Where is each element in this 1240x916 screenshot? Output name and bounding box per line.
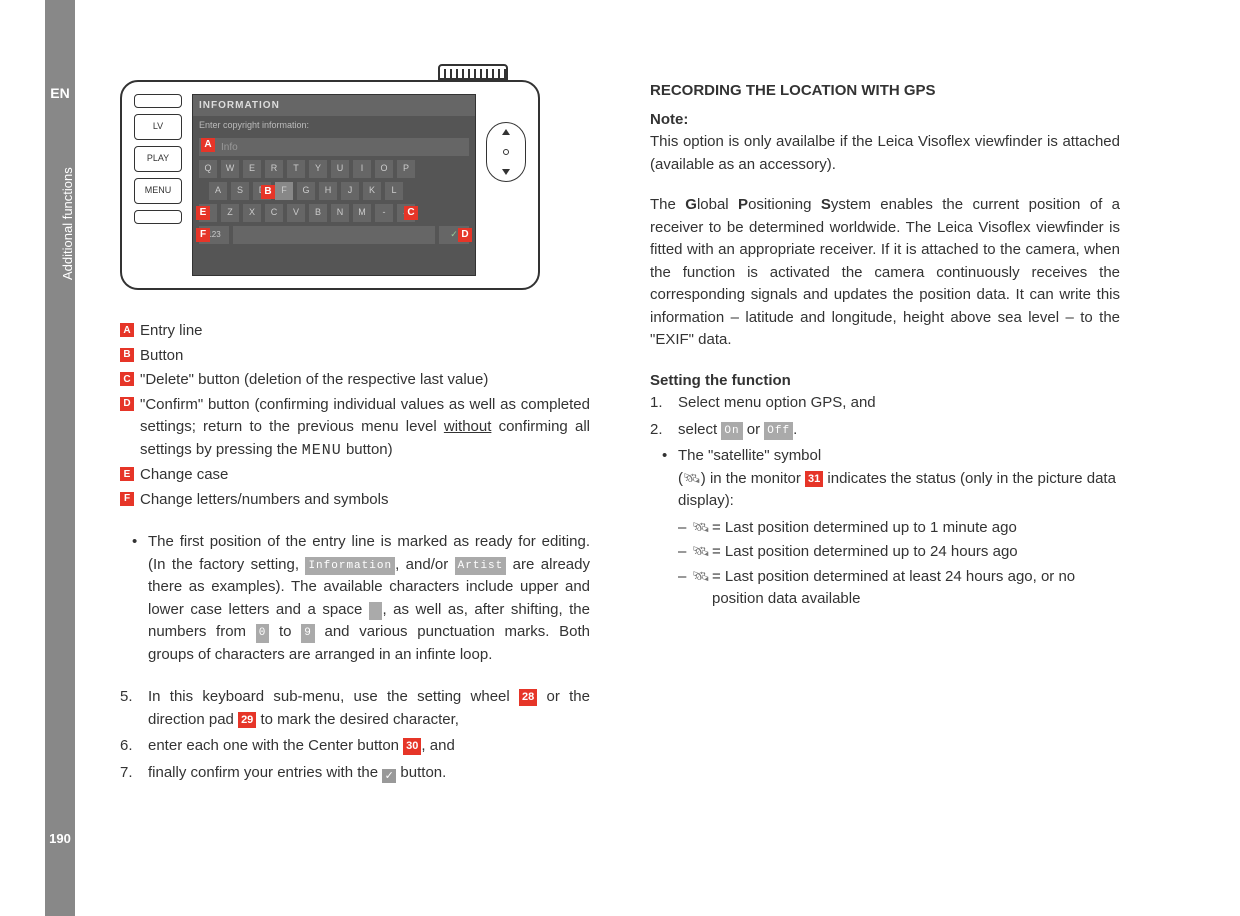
step-7: 7.finally confirm your entries with the …: [120, 762, 590, 785]
camera-top-dial: [438, 64, 508, 80]
cam-btn-menu: MENU: [134, 178, 182, 204]
cam-btn-blank-top: [134, 94, 182, 108]
setting-heading: Setting the function: [650, 370, 1120, 393]
satellite-icon: 🛰: [692, 541, 712, 562]
satellite-icon: 🛰: [683, 470, 701, 486]
camera-screen: INFORMATION Enter copyright information:…: [192, 94, 476, 276]
page-number: 190: [45, 831, 75, 846]
step-6: 6.enter each one with the Center button …: [120, 735, 590, 758]
legend: AEntry line BButton C"Delete" button (de…: [120, 320, 590, 511]
marker-e: E: [196, 206, 210, 220]
legend-c: "Delete" button (deletion of the respect…: [140, 369, 590, 392]
satellite-info: • The "satellite" symbol (🛰) in the moni…: [678, 445, 1120, 611]
legend-f: Change letters/numbers and symbols: [140, 489, 590, 512]
gps-step-1: 1.Select menu option GPS, and: [650, 392, 1120, 415]
camera-diagram: LV PLAY MENU INFORMATION Enter copyright…: [120, 80, 540, 290]
legend-d: "Confirm" button (confirming individual …: [140, 394, 590, 463]
screen-header: INFORMATION: [193, 95, 475, 116]
language-label: EN: [45, 85, 75, 101]
note-body: This option is only availalbe if the Lei…: [650, 131, 1120, 176]
page-content: LV PLAY MENU INFORMATION Enter copyright…: [120, 80, 1180, 788]
camera-dpad: [486, 122, 526, 182]
gps-step-2: 2.select On or Off.: [650, 419, 1120, 442]
cam-btn-lv: LV: [134, 114, 182, 140]
marker-f: F: [196, 228, 210, 242]
satellite-icon: 🛰: [692, 517, 712, 538]
editing-note: • The first position of the entry line i…: [148, 531, 590, 666]
kb-row-4: F123 ✓D: [193, 224, 475, 246]
legend-b: Button: [140, 345, 590, 368]
cam-btn-play: PLAY: [134, 146, 182, 172]
marker-d: D: [458, 228, 472, 242]
note-label: Note:: [650, 109, 1120, 132]
camera-side-buttons: LV PLAY MENU: [134, 94, 182, 224]
legend-a: Entry line: [140, 320, 590, 343]
right-column: RECORDING THE LOCATION WITH GPS Note: Th…: [650, 80, 1120, 788]
satellite-icon: 🛰: [692, 566, 712, 587]
marker-b: B: [261, 185, 275, 199]
kb-row-1: QWERTYUIOP: [193, 158, 475, 180]
gps-heading: RECORDING THE LOCATION WITH GPS: [650, 80, 1120, 103]
sidebar: EN Additional functions 190: [45, 0, 75, 916]
kb-row-3: E⇧ ZXCVBNM- ←C: [193, 202, 475, 224]
left-column: LV PLAY MENU INFORMATION Enter copyright…: [120, 80, 590, 788]
screen-entry-line: A Info: [199, 138, 469, 156]
cam-btn-blank-bottom: [134, 210, 182, 224]
marker-a: A: [201, 138, 215, 152]
step-5: 5.In this keyboard sub-menu, use the set…: [120, 686, 590, 731]
gps-description: The Global Positioning System enables th…: [650, 194, 1120, 352]
screen-subtitle: Enter copyright information:: [193, 116, 475, 136]
section-label: Additional functions: [60, 167, 75, 280]
kb-row-2: AS DB FGHJKL: [193, 180, 475, 202]
check-icon: ✓: [382, 769, 396, 783]
marker-c: C: [404, 206, 418, 220]
legend-e: Change case: [140, 464, 590, 487]
